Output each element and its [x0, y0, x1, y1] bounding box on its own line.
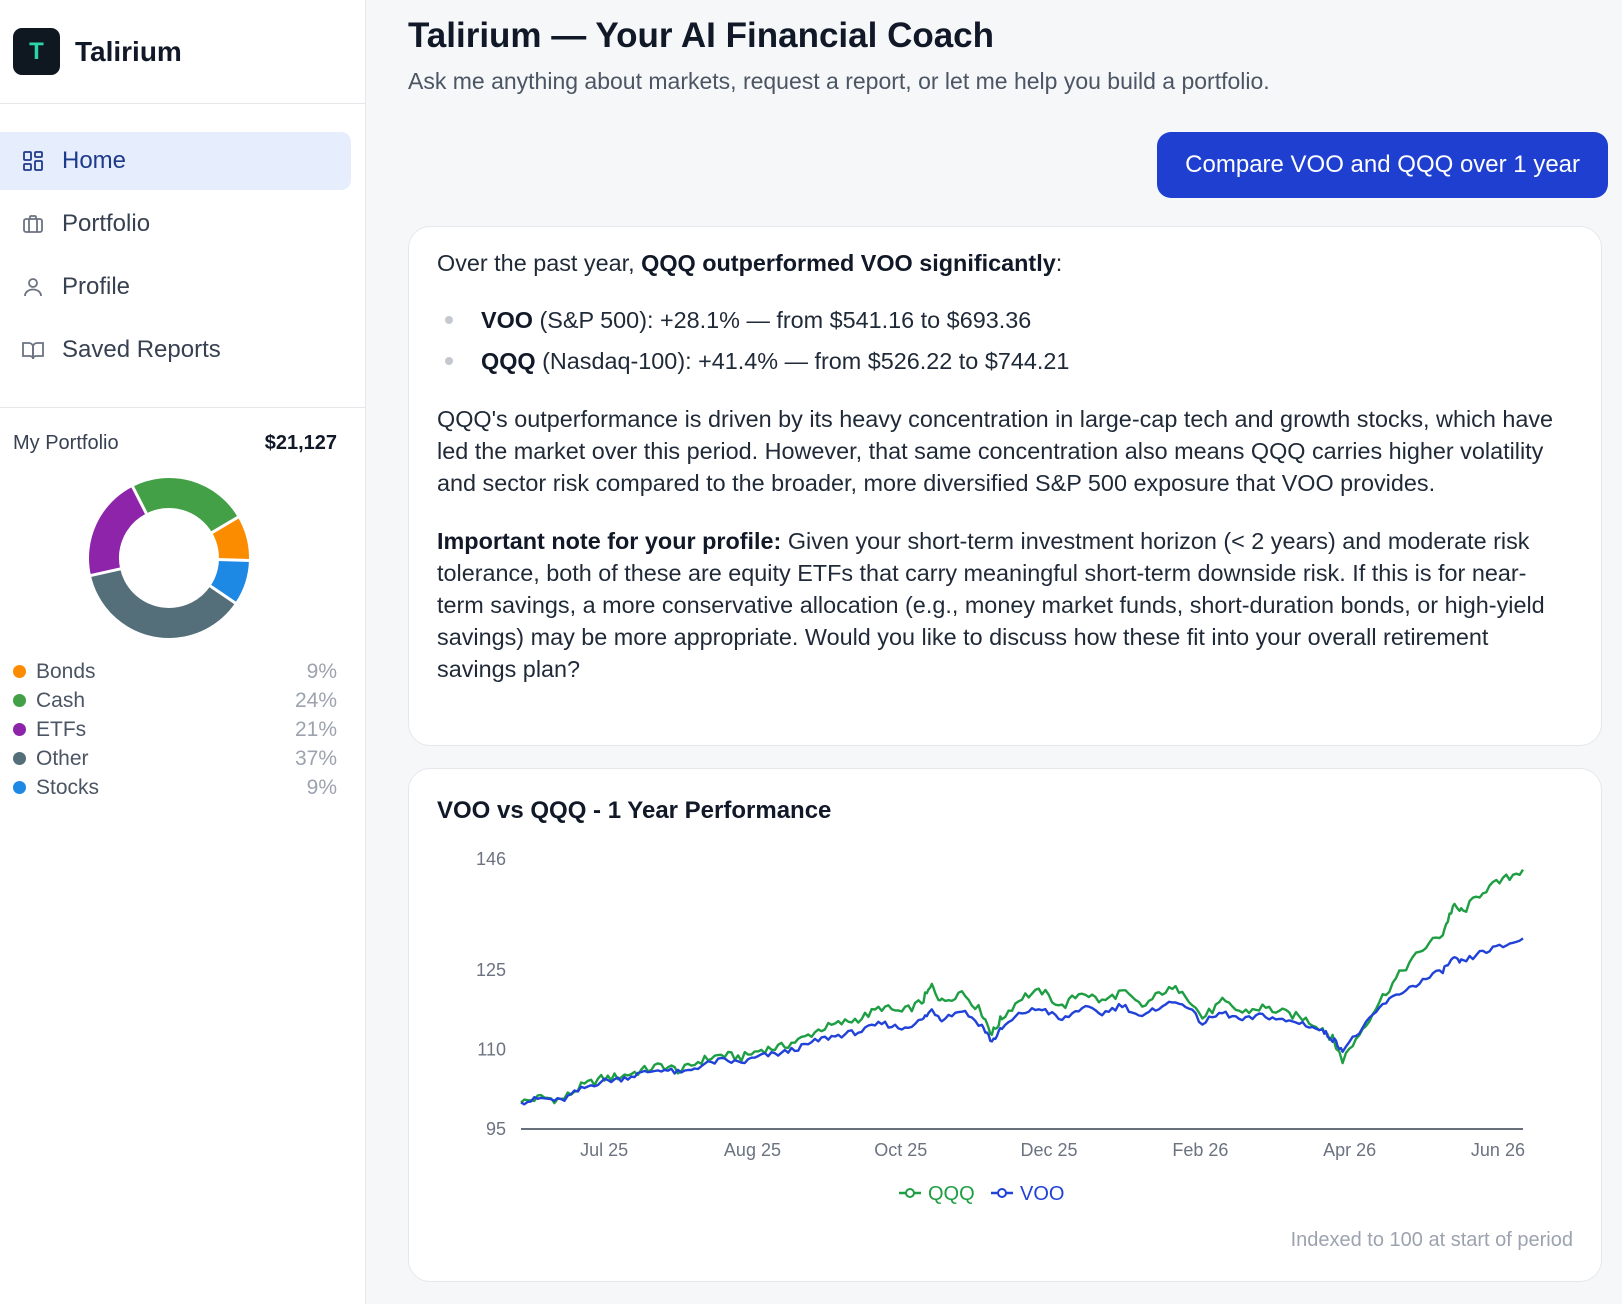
- sidebar-item-label: Saved Reports: [62, 336, 221, 363]
- legend-row-other: Other 37%: [13, 744, 337, 773]
- page-title: Talirium — Your AI Financial Coach: [408, 16, 995, 55]
- briefcase-icon: [20, 211, 46, 237]
- performance-line-chart: 146 125 110 95 Jul 25 Aug 25 Oct 25 Dec 25 Feb 2…: [476, 849, 1525, 1205]
- portfolio-widget: My Portfolio $21,127 Bonds 9% Cash 24% E…: [0, 408, 365, 802]
- sidebar-item-portfolio[interactable]: Portfolio: [0, 195, 351, 253]
- legend-label-qqq[interactable]: QQQ: [928, 1183, 975, 1205]
- chart-card: 146 125 110 95 Jul 25 Aug 25 Oct 25 Dec 25 Feb 2…: [408, 768, 1602, 1282]
- donut-separator: [130, 485, 149, 516]
- x-tick-label: Dec 25: [1021, 1140, 1078, 1160]
- sidebar: T Talirium Home Portf: [0, 0, 366, 1304]
- bullet-text: (S&P 500): +28.1% — from $541.16 to $693…: [533, 306, 1032, 333]
- x-tick-label: Aug 25: [724, 1140, 781, 1160]
- profile-note-label: Important note for your profile:: [437, 528, 782, 554]
- x-tick-label: Oct 25: [874, 1140, 927, 1160]
- y-tick-label: 125: [476, 960, 506, 980]
- donut-separator: [208, 584, 237, 605]
- legend-pct: 37%: [294, 746, 337, 770]
- legend-dot: [13, 694, 26, 707]
- sidebar-item-label: Portfolio: [62, 210, 151, 237]
- y-tick-label: 95: [486, 1119, 506, 1139]
- portfolio-title: My Portfolio: [13, 432, 119, 454]
- legend-pct: 9%: [306, 659, 337, 683]
- sidebar-item-saved-reports[interactable]: Saved Reports: [0, 321, 351, 379]
- portfolio-total: $21,127: [264, 432, 337, 454]
- y-tick-label: 146: [476, 849, 506, 869]
- legend-dot: [13, 752, 26, 765]
- x-tick-label: Feb 26: [1172, 1140, 1228, 1160]
- legend-name: Bonds: [36, 659, 96, 683]
- user-message-bubble: Compare VOO and QQQ over 1 year: [1157, 132, 1608, 198]
- intro-suffix: :: [1055, 250, 1063, 276]
- comparison-list: VOO (S&P 500): +28.1% — from $541.16 to …: [437, 299, 1573, 381]
- assistant-intro: Over the past year, QQQ outperformed VOO…: [437, 247, 1573, 279]
- page-subtitle: Ask me anything about markets, request a…: [408, 68, 1270, 94]
- ticker-label: VOO: [481, 306, 533, 333]
- assistant-message: Over the past year, QQQ outperformed VOO…: [408, 226, 1602, 746]
- legend-dot: [13, 723, 26, 736]
- x-tick-label: Apr 26: [1323, 1140, 1376, 1160]
- legend-dot: [13, 781, 26, 794]
- legend-pct: 21%: [294, 717, 337, 741]
- legend-marker: [905, 1188, 915, 1198]
- legend-dot: [13, 665, 26, 678]
- bullet-dot: [445, 356, 453, 365]
- legend-name: Other: [36, 746, 89, 770]
- list-item: VOO (S&P 500): +28.1% — from $541.16 to …: [437, 299, 1573, 340]
- list-item: QQQ (Nasdaq-100): +41.4% — from $526.22 …: [437, 340, 1573, 381]
- profile-note-text: Given your short-term investment horizon…: [437, 528, 1545, 682]
- profile-note: Important note for your profile: Given y…: [437, 525, 1573, 685]
- legend-row-etfs: ETFs 21%: [13, 715, 337, 744]
- brand: T Talirium: [0, 0, 365, 104]
- sidebar-item-label: Home: [62, 147, 127, 174]
- sidebar-item-home[interactable]: Home: [0, 132, 351, 190]
- sidebar-item-label: Profile: [62, 273, 131, 300]
- legend-marker: [997, 1188, 1007, 1198]
- chart-note: Indexed to 100 at start of period: [1290, 1229, 1573, 1251]
- chart-title: VOO vs QQQ - 1 Year Performance: [437, 797, 832, 824]
- main-content: Talirium — Your AI Financial Coach Ask m…: [366, 0, 1622, 1304]
- analysis-paragraph: QQQ's outperformance is driven by its he…: [437, 406, 1554, 496]
- sidebar-item-profile[interactable]: Profile: [0, 258, 351, 316]
- legend-name: Stocks: [36, 775, 100, 799]
- x-tick-label: Jul 25: [580, 1140, 628, 1160]
- donut-slice-other: [89, 478, 249, 638]
- donut-separator: [210, 515, 240, 535]
- y-tick-label: 110: [477, 1040, 506, 1060]
- user-icon: [20, 274, 46, 300]
- donut-separator: [217, 558, 251, 563]
- brand-logo[interactable]: T: [13, 28, 60, 75]
- legend-label-voo[interactable]: VOO: [1020, 1183, 1064, 1205]
- x-tick-label: Jun 26: [1471, 1140, 1525, 1160]
- legend-name: Cash: [36, 688, 86, 712]
- allocation-donut-chart: [89, 478, 251, 638]
- bullet-text: (Nasdaq-100): +41.4% — from $526.22 to $…: [535, 347, 1070, 374]
- legend-row-stocks: Stocks 9%: [13, 773, 337, 802]
- legend-row-cash: Cash 24%: [13, 686, 337, 715]
- sidebar-nav: Home Portfolio Profile: [0, 104, 365, 408]
- series-line-voo: [520, 937, 1524, 1106]
- legend-row-bonds: Bonds 9%: [13, 657, 337, 686]
- allocation-legend: Bonds 9% Cash 24% ETFs 21% Other 37% Sto…: [13, 657, 337, 802]
- donut-separator: [89, 567, 122, 578]
- bullet-dot: [445, 315, 453, 324]
- brand-name: Talirium: [75, 35, 182, 67]
- donut-slice-bonds: [89, 478, 249, 638]
- intro-bold: QQQ outperformed VOO significantly: [641, 250, 1056, 276]
- book-icon: [20, 337, 46, 363]
- intro-text: Over the past year,: [437, 250, 642, 276]
- legend-name: ETFs: [36, 717, 87, 741]
- legend-pct: 24%: [294, 688, 337, 712]
- ticker-label: QQQ: [481, 347, 536, 374]
- legend-pct: 9%: [306, 775, 337, 799]
- grid-icon: [20, 148, 46, 174]
